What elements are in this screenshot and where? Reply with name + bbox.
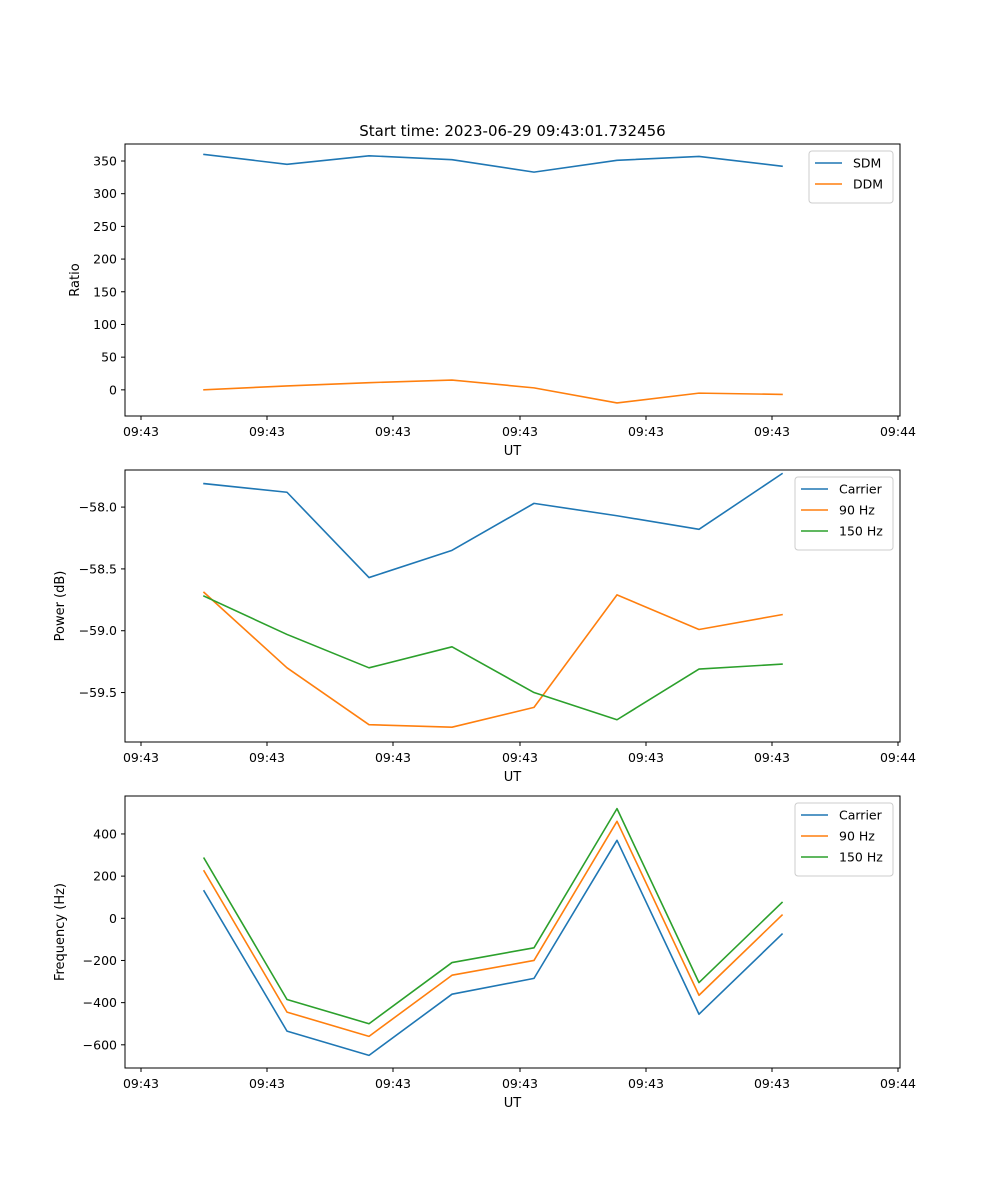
axes-frame (124, 143, 901, 417)
x-tick-label: 09:43 (249, 424, 285, 439)
y-tick-label: −58.5 (79, 561, 117, 576)
legend-label: Carrier (839, 482, 883, 497)
y-axis-label: Ratio (68, 263, 83, 296)
axes-frame (124, 795, 901, 1069)
x-tick-label: 09:43 (375, 750, 411, 765)
series-line-sdm (203, 153, 783, 173)
x-tick-label: 09:44 (880, 1076, 916, 1091)
y-tick-label: 50 (101, 350, 117, 365)
y-tick-label: 300 (93, 186, 117, 201)
y-tick-label: −200 (83, 953, 117, 968)
x-tick-label: 09:43 (375, 424, 411, 439)
x-tick-label: 09:44 (880, 424, 916, 439)
y-tick-label: 400 (93, 826, 117, 841)
series-line-150-hz (202, 807, 784, 1025)
legend-label: DDM (853, 177, 883, 192)
legend-label: 150 Hz (839, 524, 883, 539)
y-axis-label: Frequency (Hz) (53, 883, 68, 981)
x-tick-label: 09:43 (123, 1076, 159, 1091)
legend: Carrier 90 Hz 150 Hz (794, 802, 894, 877)
x-tick-label: 09:43 (754, 1076, 790, 1091)
y-tick-label: 0 (109, 382, 117, 397)
legend-label: 150 Hz (839, 850, 883, 865)
legend-label: Carrier (839, 808, 883, 823)
series-line-carrier (202, 839, 784, 1057)
x-tick-label: 09:43 (249, 1076, 285, 1091)
legend-box (808, 150, 894, 204)
x-tick-label: 09:43 (628, 424, 664, 439)
x-tick-label: 09:43 (123, 750, 159, 765)
x-tick-label: 09:43 (502, 424, 538, 439)
y-tick-label: 200 (93, 252, 117, 267)
y-tick-label: 0 (109, 911, 117, 926)
y-axis-label: Power (dB) (53, 571, 68, 642)
y-tick-label: −58.0 (79, 500, 117, 515)
legend: SDM DDM (808, 150, 894, 204)
x-axis-label: UT (504, 1096, 522, 1111)
figure-title: Start time: 2023-06-29 09:43:01.732456 (359, 122, 665, 140)
y-tick-label: −59.5 (79, 685, 117, 700)
panel-1: 09:43 09:43 09:43 09:43 09:43 09:43 09:44 0 50 10… (68, 143, 916, 459)
x-tick-label: 09:43 (502, 750, 538, 765)
x-tick-label: 09:43 (628, 1076, 664, 1091)
y-tick-label: 200 (93, 869, 117, 884)
x-tick-label: 09:44 (880, 750, 916, 765)
x-tick-label: 09:43 (628, 750, 664, 765)
legend-label: SDM (853, 156, 881, 171)
y-tick-label: 100 (93, 317, 117, 332)
x-tick-label: 09:43 (123, 424, 159, 439)
panel-3: 09:43 09:43 09:43 09:43 09:43 09:43 09:44 −600 −… (53, 795, 916, 1111)
series-line-90-hz (202, 591, 783, 728)
y-tick-label: −59.0 (79, 623, 117, 638)
x-tick-label: 09:43 (249, 750, 285, 765)
legend: Carrier 90 Hz 150 Hz (794, 476, 894, 551)
y-tick-label: 150 (93, 284, 117, 299)
series-line-ddm (203, 379, 783, 404)
legend-label: 90 Hz (839, 503, 875, 518)
x-tick-label: 09:43 (754, 750, 790, 765)
x-axis-label: UT (504, 770, 522, 785)
y-tick-label: −400 (83, 995, 117, 1010)
series-line-90-hz (202, 820, 784, 1038)
legend-label: 90 Hz (839, 829, 875, 844)
x-tick-label: 09:43 (502, 1076, 538, 1091)
x-axis-label: UT (504, 444, 522, 459)
y-tick-label: −600 (83, 1037, 117, 1052)
y-tick-label: 350 (93, 154, 117, 169)
series-line-carrier (203, 472, 784, 579)
panel-2: 09:43 09:43 09:43 09:43 09:43 09:43 09:44 −59.5… (53, 469, 916, 785)
x-tick-label: 09:43 (375, 1076, 411, 1091)
series-line-150-hz (202, 595, 783, 721)
axes-frame (124, 469, 901, 743)
x-tick-label: 09:43 (754, 424, 790, 439)
y-tick-label: 250 (93, 219, 117, 234)
